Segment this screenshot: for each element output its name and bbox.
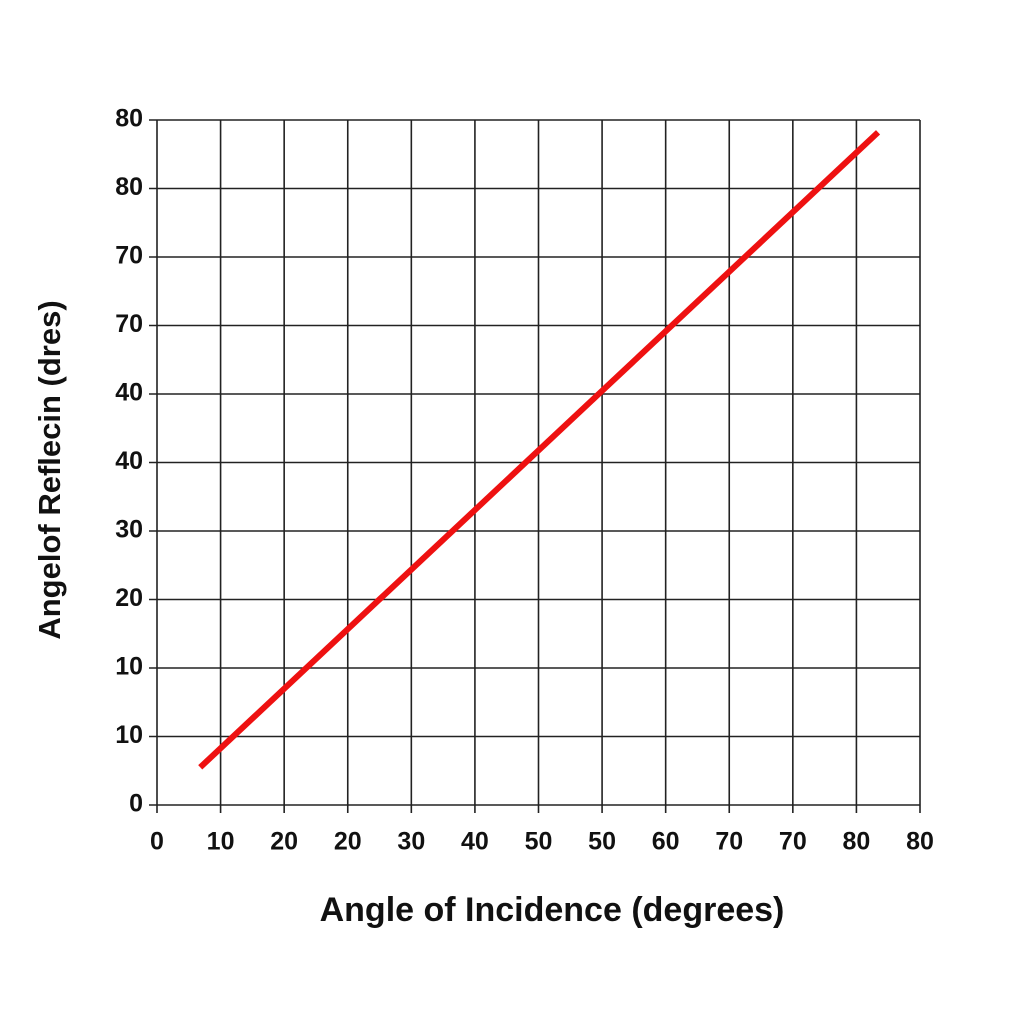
y-tick-label: 20 <box>115 584 143 612</box>
x-tick-label: 50 <box>588 828 616 856</box>
x-tick-label: 80 <box>906 828 934 856</box>
y-tick-label: 70 <box>115 242 143 270</box>
y-tick-label: 0 <box>129 790 143 818</box>
y-tick-label: 10 <box>115 721 143 749</box>
x-tick-label: 20 <box>334 828 362 856</box>
x-tick-label: 10 <box>207 828 235 856</box>
y-axis-label: Angelof Reflecin (dres) <box>32 300 67 639</box>
y-tick-label: 40 <box>115 379 143 407</box>
x-axis-label: Angle of Incidence (degrees) <box>320 891 785 929</box>
data-line <box>198 130 881 770</box>
x-tick-label: 70 <box>715 828 743 856</box>
x-tick-label: 20 <box>270 828 298 856</box>
y-tick-label: 40 <box>115 447 143 475</box>
y-tick-label: 80 <box>115 105 143 133</box>
x-tick-label: 60 <box>652 828 680 856</box>
y-tick-label: 70 <box>115 310 143 338</box>
x-tick-label: 0 <box>150 828 164 856</box>
x-tick-label: 80 <box>843 828 871 856</box>
x-tick-label: 30 <box>397 828 425 856</box>
y-tick-label: 30 <box>115 516 143 544</box>
y-tick-label: 10 <box>115 653 143 681</box>
x-tick-label: 50 <box>525 828 553 856</box>
y-tick-label: 80 <box>115 173 143 201</box>
x-tick-label: 40 <box>461 828 489 856</box>
x-tick-label: 70 <box>779 828 807 856</box>
